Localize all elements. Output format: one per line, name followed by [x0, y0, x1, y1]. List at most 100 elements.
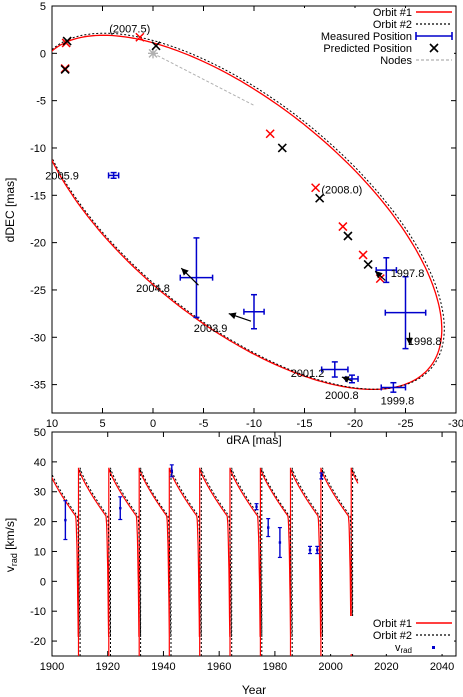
rv-measurement: [254, 503, 259, 511]
measured-position: [375, 257, 398, 284]
orbit1-epoch-marker: [265, 129, 275, 139]
orbit-y-tick-label: -5: [36, 96, 46, 108]
rv-measurement: [266, 518, 271, 538]
orbit-x-tick-label: -15: [297, 418, 313, 430]
rv-measurement: [315, 545, 320, 555]
orbit-y-axis-label: dDEC [mas]: [3, 178, 17, 243]
direction-arrow-head: [375, 271, 383, 279]
rv-measurement-point: [255, 505, 258, 508]
rv-y-tick-label: 20: [34, 517, 46, 529]
rv-y-tick-label: -10: [30, 606, 46, 618]
orbit-x-tick-label: -5: [199, 418, 209, 430]
measured-position: [380, 381, 407, 393]
rv-x-tick-label: 1960: [207, 661, 231, 673]
rv-measurement-point: [119, 506, 122, 510]
rv-plot-frame: [51, 431, 457, 657]
rv-y-tick-label: 30: [34, 487, 46, 499]
direction-arrow-head: [341, 376, 350, 383]
rv-measurement: [308, 545, 313, 555]
rv-measurement-point: [170, 469, 174, 473]
measured-position: [107, 171, 120, 180]
orbit-y-tick-label: 0: [40, 48, 46, 60]
orbit-x-tick-label: -20: [347, 418, 363, 430]
rv-x-tick-label: 2020: [374, 661, 398, 673]
rv-measurement-point: [320, 474, 323, 478]
epoch-annotation: 1997.8: [391, 268, 425, 280]
orbit-chart: 10 5 0 -5 -10 -15 -20 -25 -3050-5-10-15-20-25-30…: [3, 1, 463, 447]
orbit-x-tick-label: 5: [99, 418, 105, 430]
epoch-annotation: 1999.8: [381, 396, 415, 408]
rv-x-tick-label: 2040: [430, 661, 454, 673]
orbit-x-tick-label: 10: [46, 418, 58, 430]
epoch-annotation: (2008.0): [321, 185, 362, 197]
legend-swatch-predicted: [429, 43, 439, 53]
orbit1-epoch-marker: [311, 183, 321, 193]
legend-entry-nodes: Nodes: [380, 55, 412, 67]
orbit-data-layer: [52, 32, 445, 393]
orbit1-epoch-marker: [338, 222, 348, 232]
orbit-x-tick-label: 0: [150, 418, 156, 430]
epoch-annotation: 2004.8: [136, 283, 170, 295]
epoch-annotation: 2003.9: [194, 323, 228, 335]
orbit-x-tick-label: -30: [448, 418, 463, 430]
legend-entry-orbit2: Orbit #2: [373, 19, 412, 31]
rv-measurement: [169, 464, 174, 478]
measured-position: [179, 237, 214, 319]
rv-measurement: [118, 496, 123, 521]
orbit-x-tick-label: -10: [246, 418, 262, 430]
epoch-annotation: 1998.8: [408, 336, 442, 348]
rv-measurement: [277, 526, 282, 559]
rv-data-layer: [52, 464, 359, 656]
rv-x-tick-label: 1940: [151, 661, 175, 673]
measured-position: [384, 275, 427, 350]
orbit-y-tick-label: -25: [30, 285, 46, 297]
predicted-position-marker: [315, 193, 325, 203]
rv-x-tick-label: 2000: [318, 661, 342, 673]
rv-legend-entry-orbit2: Orbit #2: [373, 630, 412, 642]
predicted-position-marker: [151, 41, 161, 51]
rv-measurement: [63, 500, 68, 541]
orbit-y-tick-label: -35: [30, 380, 46, 392]
orbit-axis-ticks: 10 5 0 -5 -10 -15 -20 -25 -30 5 0 -5 -10 -15 -20 -25 -30…: [30, 1, 463, 430]
orbit-y-tick-label: -20: [30, 238, 46, 250]
legend-entry-orbit1: Orbit #1: [373, 7, 412, 19]
orbit1-epoch-marker: [358, 250, 368, 260]
predicted-position-marker: [363, 259, 373, 269]
rv-legend-entry-vrad: vrad: [395, 642, 412, 655]
rv-orbit1-line: [52, 467, 359, 656]
rv-axis-ticks: 1900 1920 1940 1960 1980 2000 2020 2040-20-1001…: [30, 427, 456, 673]
rv-legend-entry-orbit1: Orbit #1: [373, 618, 412, 630]
rv-y-tick-label: 40: [34, 457, 46, 469]
rv-measurement: [319, 472, 324, 480]
rv-y-tick-label: 10: [34, 546, 46, 558]
orbit1-line: [52, 34, 443, 391]
rv-legend: Orbit #1 Orbit #2 vrad: [330, 616, 454, 655]
direction-arrow-head: [406, 337, 414, 345]
rv-chart: 1900 1920 1940 1960 1980 2000 2020 2040-20-1001…: [3, 427, 457, 697]
measured-position: [320, 361, 349, 378]
measured-position: [243, 293, 265, 330]
predicted-position-marker: [62, 36, 72, 46]
predicted-position-marker: [60, 64, 70, 74]
rv-x-tick-label: 1920: [95, 661, 119, 673]
rv-y-tick-label: 0: [40, 576, 46, 588]
rv-measurement-point: [267, 526, 270, 529]
rv-x-tick-label: 1900: [40, 661, 64, 673]
orbit-legend: Orbit #1 Orbit #2 Measured Position Pred…: [300, 7, 454, 70]
rv-x-axis-label: Year: [242, 683, 266, 697]
epoch-annotation: 2005.9: [45, 170, 79, 182]
legend-entry-measured: Measured Position: [321, 31, 412, 43]
direction-arrow-head: [228, 312, 237, 320]
epoch-annotation: (2007.5): [109, 24, 150, 36]
nodes-line: [152, 52, 255, 106]
orbit-y-tick-label: -10: [30, 143, 46, 155]
predicted-position-marker: [343, 231, 353, 241]
epoch-annotation: 2001.2: [291, 368, 325, 380]
rv-orbit2-line: [52, 467, 359, 656]
rv-measurement-point: [64, 518, 67, 522]
rv-y-tick-label: -20: [30, 636, 46, 648]
orbit-y-tick-label: -15: [30, 190, 46, 202]
orbit1-epoch-marker: [135, 32, 145, 42]
direction-arrow-head: [181, 268, 189, 276]
